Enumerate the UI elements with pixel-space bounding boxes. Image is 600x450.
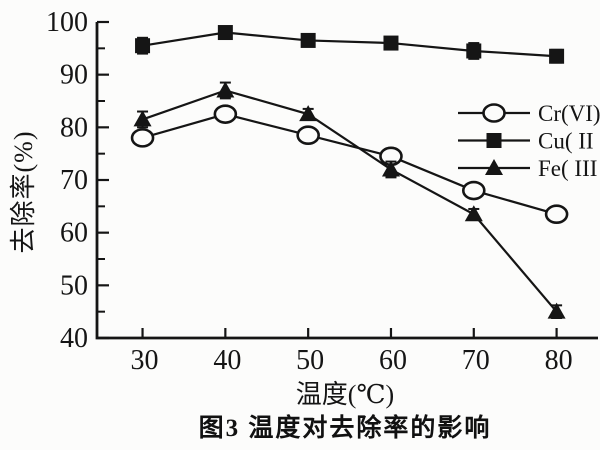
figure-caption: 图3 温度对去除率的影响	[198, 415, 492, 442]
data-point-marker	[461, 180, 486, 201]
y-tick-label: 80	[60, 112, 88, 143]
y-tick-label: 100	[46, 7, 88, 38]
data-point-marker	[464, 205, 483, 222]
y-tick-label: 70	[60, 165, 88, 196]
data-point-marker	[547, 302, 566, 319]
data-point-marker	[300, 32, 316, 48]
data-point-marker	[299, 105, 318, 122]
axes-frame	[95, 22, 598, 340]
data-point-marker	[381, 160, 400, 177]
y-tick-label: 40	[60, 323, 88, 354]
data-point-marker	[383, 35, 399, 51]
data-point-marker	[216, 81, 235, 98]
data-point-marker	[133, 110, 152, 127]
y-axis-title: 去除率(%)	[9, 130, 38, 254]
legend-marker	[482, 103, 506, 123]
legend-label: Fe( III )	[538, 156, 600, 181]
series-line	[142, 89, 558, 313]
series-line	[142, 113, 557, 216]
y-tick-label: 60	[60, 218, 88, 249]
data-point-marker	[135, 38, 151, 54]
y-tick-label: 50	[60, 270, 88, 301]
data-point-marker	[296, 125, 320, 146]
x-tick-label: 40	[213, 345, 241, 376]
data-point-marker	[130, 128, 155, 148]
data-point-marker	[544, 204, 569, 225]
x-tick-label: 50	[296, 345, 324, 376]
x-tick-label: 30	[131, 345, 159, 376]
y-tick-label: 90	[60, 60, 88, 91]
legend-marker	[485, 159, 503, 175]
legend-label: Cr(VI)	[538, 101, 600, 126]
data-point-marker	[217, 25, 233, 41]
legend-label: Cu( II )	[538, 129, 600, 154]
x-tick-label: 60	[379, 345, 407, 376]
series-line	[142, 31, 557, 58]
data-point-marker	[466, 43, 482, 59]
x-tick-label: 70	[462, 345, 490, 376]
data-point-marker	[549, 48, 565, 64]
legend-marker	[486, 133, 502, 148]
x-axis-title: 温度(℃)	[295, 380, 395, 409]
x-tick-label: 80	[545, 345, 573, 376]
data-point-marker	[213, 104, 238, 124]
